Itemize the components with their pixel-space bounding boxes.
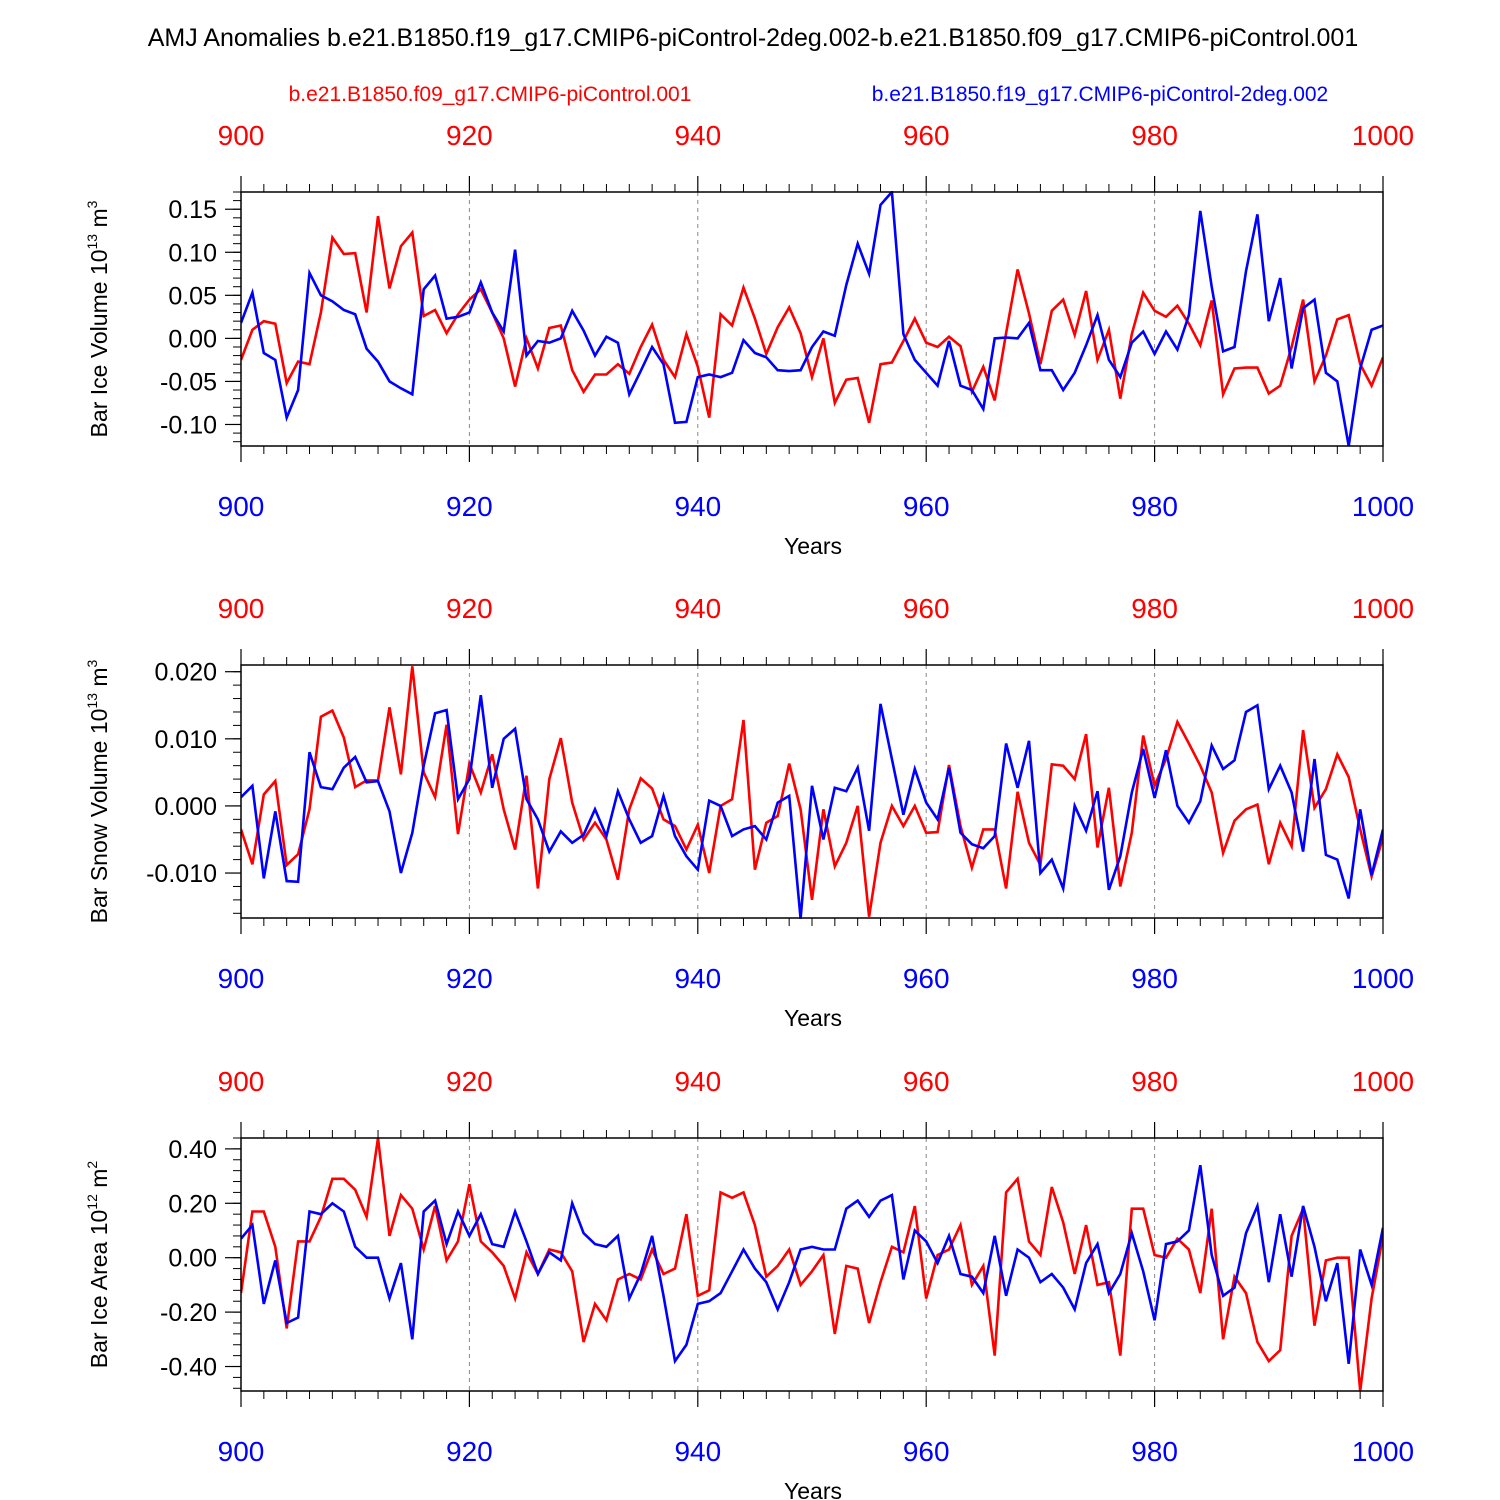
x-tick-label-top: 960 xyxy=(903,593,950,624)
y-axis-title: Bar Snow Volume 1013 m3 xyxy=(84,659,112,923)
x-axis-title: Years xyxy=(784,1005,842,1031)
y-tick-label: 0.15 xyxy=(168,196,217,224)
x-axis-title: Years xyxy=(784,1478,842,1500)
y-tick-label: 0.40 xyxy=(168,1136,217,1164)
y-tick-label: 0.000 xyxy=(154,793,217,821)
x-tick-label-top: 900 xyxy=(218,593,265,624)
x-tick-label-top: 980 xyxy=(1131,1066,1178,1097)
x-axis-title: Years xyxy=(784,533,842,559)
series-line-blue xyxy=(241,695,1383,919)
x-tick-label-top: 980 xyxy=(1131,593,1178,624)
panel-3: -0.40 -0.20 0.00 0.20 0.40 900 900 920 920 940 940… xyxy=(84,1066,1414,1500)
x-tick-label-bottom: 980 xyxy=(1131,1436,1178,1467)
series-line-blue xyxy=(241,1164,1383,1365)
y-tick-label: 0.05 xyxy=(168,282,217,310)
legend-blue-series: b.e21.B1850.f19_g17.CMIP6-piControl-2deg… xyxy=(872,83,1328,106)
x-tick-label-top: 920 xyxy=(446,120,493,151)
y-tick-label: -0.10 xyxy=(160,411,217,439)
x-tick-label-top: 980 xyxy=(1131,120,1178,151)
x-tick-label-top: 960 xyxy=(903,1066,950,1097)
series-line-red xyxy=(241,1137,1383,1392)
y-tick-label: -0.010 xyxy=(146,860,217,888)
x-tick-label-bottom: 960 xyxy=(903,1436,950,1467)
y-tick-label: -0.20 xyxy=(160,1299,217,1327)
x-tick-label-bottom: 1000 xyxy=(1352,963,1414,994)
x-tick-label-top: 900 xyxy=(218,1066,265,1097)
y-tick-label: 0.10 xyxy=(168,239,217,267)
x-tick-label-bottom: 1000 xyxy=(1352,491,1414,522)
x-tick-label-bottom: 920 xyxy=(446,963,493,994)
x-tick-label-bottom: 980 xyxy=(1131,491,1178,522)
x-tick-label-top: 940 xyxy=(674,1066,721,1097)
x-tick-label-bottom: 920 xyxy=(446,1436,493,1467)
x-tick-label-bottom: 900 xyxy=(218,1436,265,1467)
x-tick-label-top: 900 xyxy=(218,120,265,151)
y-tick-label: 0.020 xyxy=(154,659,217,687)
x-tick-label-top: 1000 xyxy=(1352,1066,1414,1097)
panel-1: -0.10 -0.05 0.00 0.05 0.10 0.15 900 900 920 920 94… xyxy=(84,120,1414,559)
x-tick-label-bottom: 900 xyxy=(218,963,265,994)
x-tick-label-top: 1000 xyxy=(1352,120,1414,151)
x-tick-label-bottom: 940 xyxy=(674,1436,721,1467)
series-line-red xyxy=(241,215,1383,424)
panels: -0.10 -0.05 0.00 0.05 0.10 0.15 900 900 920 920 94… xyxy=(84,120,1414,1500)
plot-frame xyxy=(240,1137,1384,1392)
y-tick-label: -0.05 xyxy=(160,368,217,396)
legend-red-series: b.e21.B1850.f09_g17.CMIP6-piControl.001 xyxy=(289,83,692,106)
x-tick-label-top: 1000 xyxy=(1352,593,1414,624)
y-axis-title: Bar Ice Volume 1013 m3 xyxy=(84,200,112,437)
x-tick-label-bottom: 940 xyxy=(674,963,721,994)
y-tick-label: 0.00 xyxy=(168,1245,217,1273)
y-tick-label: 0.00 xyxy=(168,325,217,353)
x-tick-label-top: 940 xyxy=(674,120,721,151)
panel-2: -0.010 0.000 0.010 0.020 900 900 920 920 940 940 9… xyxy=(84,593,1414,1031)
x-tick-label-top: 960 xyxy=(903,120,950,151)
y-tick-label: 0.20 xyxy=(168,1190,217,1218)
y-tick-label: 0.010 xyxy=(154,726,217,754)
series-line-red xyxy=(241,666,1383,917)
x-tick-label-bottom: 900 xyxy=(218,491,265,522)
plot-frame xyxy=(240,191,1384,447)
figure-title: AMJ Anomalies b.e21.B1850.f19_g17.CMIP6-… xyxy=(148,24,1359,52)
x-tick-label-top: 940 xyxy=(674,593,721,624)
y-tick-label: -0.40 xyxy=(160,1354,217,1382)
x-tick-label-top: 920 xyxy=(446,593,493,624)
x-tick-label-bottom: 960 xyxy=(903,963,950,994)
y-axis-title: Bar Ice Area 1012 m2 xyxy=(84,1161,112,1369)
x-tick-label-top: 920 xyxy=(446,1066,493,1097)
x-tick-label-bottom: 1000 xyxy=(1352,1436,1414,1467)
series-line-blue xyxy=(241,191,1383,447)
plot-frame xyxy=(240,664,1384,919)
x-tick-label-bottom: 960 xyxy=(903,491,950,522)
x-tick-label-bottom: 940 xyxy=(674,491,721,522)
x-tick-label-bottom: 980 xyxy=(1131,963,1178,994)
x-tick-label-bottom: 920 xyxy=(446,491,493,522)
